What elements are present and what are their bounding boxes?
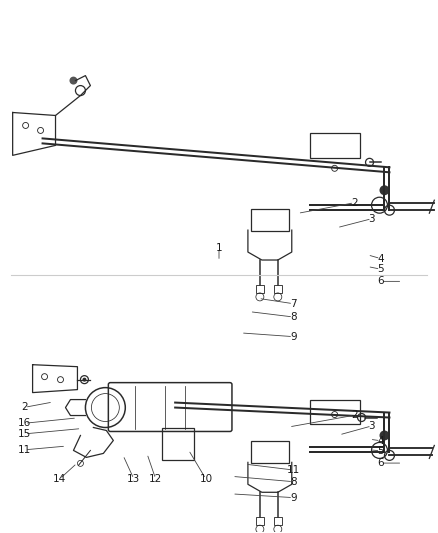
Text: 10: 10 [199,474,212,484]
Text: 6: 6 [377,458,384,468]
Text: 2: 2 [351,198,358,208]
Text: 1: 1 [215,243,223,253]
Circle shape [70,77,78,85]
Text: 5: 5 [377,264,384,274]
Bar [256,285,264,293]
Text: 12: 12 [149,474,162,484]
Bar [274,517,282,525]
Text: 13: 13 [127,474,141,484]
Text: 11: 11 [18,445,32,455]
Text: 2: 2 [351,410,358,420]
Text: 14: 14 [53,474,66,484]
Text: 6: 6 [377,277,384,286]
Text: 4: 4 [377,436,384,446]
Text: 9: 9 [290,492,297,503]
Text: 8: 8 [290,312,297,322]
Bar [274,285,282,293]
Text: 9: 9 [290,332,297,342]
Bar [310,400,360,424]
Text: 3: 3 [368,421,375,431]
Text: 4: 4 [377,254,384,263]
Bar [310,133,360,158]
Bar [256,517,264,525]
Text: 2: 2 [21,402,28,413]
Text: 3: 3 [368,214,375,224]
Circle shape [379,431,389,440]
Text: 8: 8 [290,477,297,487]
Text: 15: 15 [18,429,32,439]
Text: 11: 11 [286,465,300,475]
Text: 7: 7 [290,298,297,309]
Circle shape [82,378,86,382]
Circle shape [379,185,389,195]
Text: 16: 16 [18,418,32,428]
Text: 5: 5 [377,446,384,456]
